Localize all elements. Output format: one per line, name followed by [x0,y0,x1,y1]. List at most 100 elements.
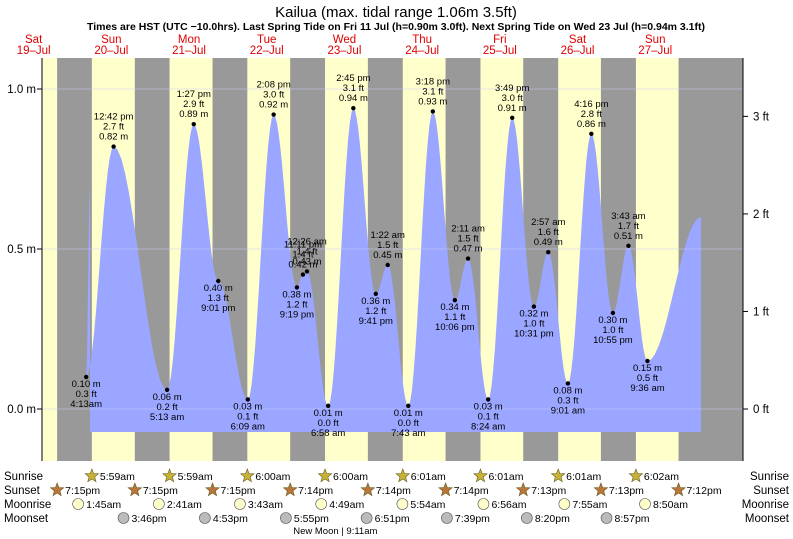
sun-icon [205,482,221,497]
tide-label: 2.7 ft [103,122,124,133]
y-tick-label-ft: 1 ft [753,306,770,318]
sun-icon [127,482,143,497]
tide-label: 0.3 ft [557,395,578,406]
tide-label: 4:16 pm [574,99,608,110]
tide-label: 3.1 ft [422,86,443,97]
tide-label: 10:06 pm [435,322,475,333]
moonset-time: 5:55pm [294,513,329,525]
sunset-time: 7:14pm [454,485,489,497]
sun-icon [317,468,333,483]
tide-point [430,109,436,114]
tide-point [245,397,251,402]
sun-icon [438,482,454,497]
tide-point [565,381,571,386]
sunrise-row-label-right: Sunrise [750,471,789,483]
moonrise-icon [153,498,165,510]
moonset-time: 4:53pm [213,513,248,525]
day-date: 23–Jul [328,45,362,57]
tide-point [465,256,471,261]
moonrise-time: 5:54am [410,499,445,511]
sunrise-time: 6:02am [644,471,679,483]
tide-point [406,403,411,408]
tide-label: 0.1 ft [478,411,499,422]
moonset-icon [360,512,373,524]
y-tick-label-m: 1.0 m [7,84,36,96]
tide-label: 1.2 ft [365,306,386,317]
day-date: 24–Jul [405,45,439,57]
tide-label: 3:49 pm [495,83,529,94]
tide-label: 2:11 am [451,224,485,235]
tide-label: 5:13 am [150,412,184,423]
sun-icon [162,468,178,483]
tide-label: 1.7 ft [618,221,639,232]
tide-label: 1.4 ft [296,246,317,257]
day-name: Tue [257,34,276,46]
sunset-time: 7:15pm [143,485,178,497]
tide-label: 0.86 m [577,119,606,130]
sun-icon [49,482,65,497]
tide-label: 0.89 m [179,109,208,120]
tide-label: 0.3 ft [76,389,97,400]
sunset-time: 7:14pm [298,485,333,497]
sun-icon [472,468,488,483]
tide-label: 0.92 m [259,100,288,111]
day-date: 21–Jul [172,45,206,57]
day-name: Sat [569,34,587,46]
moonset-icon [441,512,453,524]
tide-label: 0.2 ft [157,402,178,413]
moonset-time: 6:51pm [375,513,410,525]
moonrise-time: 8:50am [653,499,688,511]
tide-label: 0.0 ft [398,418,419,429]
tide-point [304,269,310,274]
moonset-row-label: Moonset [4,513,49,525]
moonrise-row-label: Moonrise [4,499,51,511]
grid-layer [42,88,743,410]
tide-label: 0.91 m [498,103,527,114]
moonrise-time: 6:56am [491,499,526,511]
tide-label: 10:31 pm [514,329,554,340]
moonset-icon [600,512,613,524]
tide-label: 0.40 m [204,283,233,294]
moonrise-time: 2:41am [167,499,202,511]
tide-label: 0.36 m [361,296,390,307]
tide-label: 3:43 am [611,211,645,222]
day-name: Sun [645,34,665,46]
tide-point [164,387,170,392]
tide-point [373,291,378,296]
tide-label: 0.34 m [440,302,469,313]
sunrise-time: 6:00am [255,471,290,483]
sun-icon [239,468,255,483]
sun-moon-table: Sunrise Sunrise Sunset Sunset Moonrise Moonri… [4,468,790,537]
tide-label: 0.49 m [534,237,563,248]
y-tick-label-ft: 3 ft [753,111,770,123]
tide-label: 9:41 pm [359,316,393,327]
moonrise-icon [396,498,409,510]
tide-label: 7:43 am [391,428,425,439]
tide-label: 12:26 am [287,236,327,247]
tide-label: 0.01 m [314,408,343,419]
tide-label: 1:22 am [371,230,405,241]
tide-label: 0.38 m [282,289,311,300]
tide-point [325,403,331,408]
sunrise-time: 5:59am [178,471,213,483]
tide-label: 0.03 m [233,401,262,412]
sunset-time: 7:15pm [221,485,256,497]
tide-label: 1.5 ft [377,240,398,251]
tide-label: 2:57 am [531,217,565,228]
tide-point [216,278,221,284]
tide-label: 0.06 m [153,392,182,403]
tide-label: 0.15 m [633,363,662,374]
tide-label: 0.1 ft [237,411,258,422]
tide-label: 1.0 ft [602,325,623,336]
tide-label: 2:08 pm [256,80,290,91]
day-date: 22–Jul [250,45,284,57]
moonrise-time: 4:49am [329,499,364,511]
tide-label: 0.93 m [418,96,447,107]
tide-point [385,262,390,268]
sunrise-time: 6:00am [333,471,368,483]
sun-icon [515,482,531,497]
moonrise-icon [558,498,571,510]
tide-point [485,397,491,402]
sunrise-row-label: Sunrise [4,471,43,483]
